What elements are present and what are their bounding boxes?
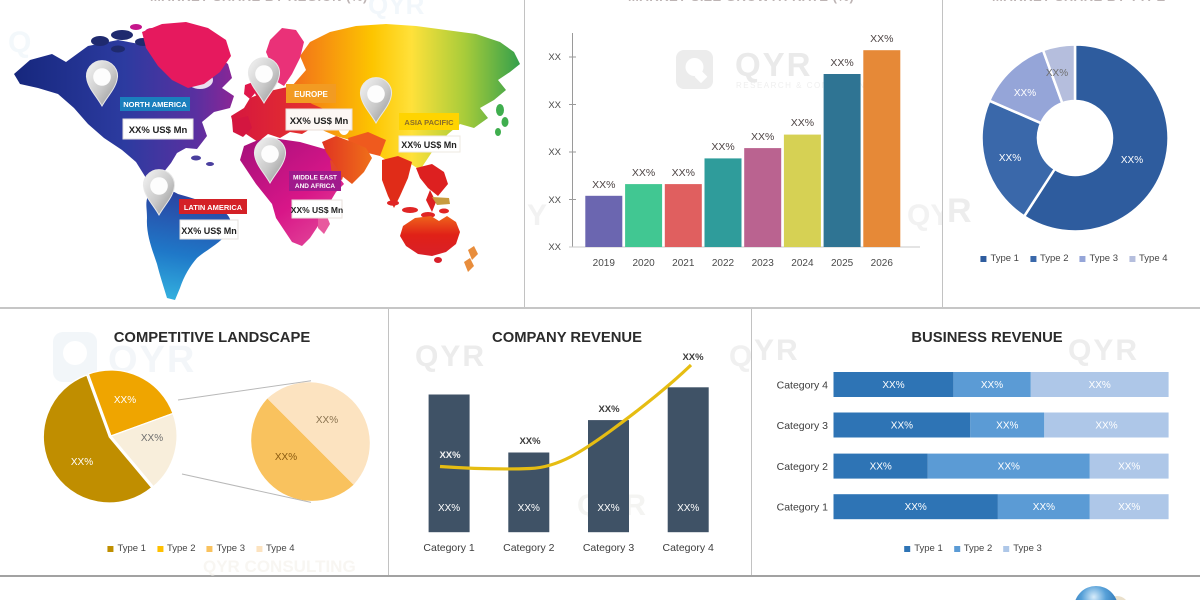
svg-text:XX%: XX% [1046, 68, 1068, 79]
svg-text:XX%: XX% [891, 421, 913, 432]
svg-text:XX%: XX% [981, 380, 1003, 391]
svg-text:XX%: XX% [597, 503, 619, 514]
svg-text:XX% US$ Mn: XX% US$ Mn [129, 125, 188, 136]
svg-text:Category 2: Category 2 [777, 461, 829, 473]
svg-text:XX%: XX% [711, 141, 734, 153]
svg-text:LATIN AMERICA: LATIN AMERICA [184, 203, 243, 212]
svg-text:XX%: XX% [999, 153, 1021, 164]
svg-text:2022: 2022 [712, 258, 735, 269]
svg-text:XX: XX [548, 147, 561, 158]
svg-text:XX%: XX% [1118, 462, 1140, 473]
svg-text:QYR: QYR [415, 340, 486, 373]
svg-text:XX%: XX% [1033, 502, 1055, 513]
svg-text:YR: YR [754, 334, 800, 367]
svg-text:2026: 2026 [871, 258, 894, 269]
svg-text:ASIA PACIFIC: ASIA PACIFIC [404, 118, 454, 127]
svg-text:XX%: XX% [751, 131, 774, 143]
svg-text:Category 1: Category 1 [777, 502, 829, 514]
svg-text:XX%: XX% [592, 179, 615, 191]
svg-text:XX%: XX% [870, 33, 893, 45]
svg-text:XX%: XX% [141, 433, 163, 444]
svg-text:2023: 2023 [752, 258, 775, 269]
svg-text:XX% US$ Mn: XX% US$ Mn [401, 140, 457, 150]
svg-text:XX%: XX% [870, 462, 892, 473]
svg-text:XX%: XX% [905, 502, 927, 513]
svg-text:EUROPE: EUROPE [294, 90, 328, 99]
svg-text:XX%: XX% [677, 503, 699, 514]
svg-text:XX%: XX% [882, 380, 904, 391]
svg-text:XX: XX [548, 195, 561, 206]
svg-text:XX% US$ Mn: XX% US$ Mn [291, 205, 343, 215]
svg-text:QYR: QYR [368, 0, 425, 20]
svg-text:Y: Y [527, 199, 547, 232]
svg-text:Category 3: Category 3 [583, 542, 635, 554]
svg-text:XX%: XX% [114, 395, 136, 406]
svg-text:XX%: XX% [1089, 380, 1111, 391]
svg-text:Category 2: Category 2 [503, 542, 555, 554]
svg-text:AND AFRICA: AND AFRICA [295, 183, 336, 190]
svg-text:XX%: XX% [519, 436, 541, 447]
svg-text:XX%: XX% [316, 415, 338, 426]
svg-text:2021: 2021 [672, 258, 695, 269]
svg-text:XX: XX [548, 242, 561, 253]
svg-text:XX: XX [548, 100, 561, 111]
svg-text:Category 3: Category 3 [777, 420, 829, 432]
svg-text:XX%: XX% [830, 57, 853, 69]
svg-text:Category 4: Category 4 [777, 380, 829, 392]
svg-text:XX%: XX% [1121, 155, 1143, 166]
svg-text:XX% US$ Mn: XX% US$ Mn [181, 226, 237, 236]
svg-text:XX%: XX% [598, 404, 620, 415]
svg-text:2019: 2019 [593, 258, 616, 269]
svg-text:XX: XX [548, 52, 561, 63]
svg-text:RESEARCH & CONSULTING: RESEARCH & CONSULTING [736, 81, 874, 90]
svg-text:XX%: XX% [518, 503, 540, 514]
svg-text:QYR CONSULTING: QYR CONSULTING [203, 557, 356, 576]
svg-text:2025: 2025 [831, 258, 854, 269]
svg-text:Category 4: Category 4 [663, 542, 715, 554]
svg-text:XX%: XX% [439, 450, 461, 461]
svg-text:XX%: XX% [998, 462, 1020, 473]
svg-text:XX% US$ Mn: XX% US$ Mn [290, 116, 349, 127]
svg-text:MIDDLE EAST: MIDDLE EAST [293, 175, 337, 182]
svg-text:XX%: XX% [682, 352, 704, 363]
svg-text:XX%: XX% [1014, 88, 1036, 99]
svg-text:XX%: XX% [1118, 502, 1140, 513]
svg-text:XX%: XX% [672, 167, 695, 179]
svg-text:XX%: XX% [791, 117, 814, 129]
svg-text:QY: QY [907, 199, 942, 232]
svg-text:XX%: XX% [438, 503, 460, 514]
svg-text:Category 1: Category 1 [423, 542, 475, 554]
svg-text:QYR: QYR [1068, 334, 1139, 367]
svg-text:XX%: XX% [996, 421, 1018, 432]
svg-text:XX%: XX% [632, 167, 655, 179]
svg-text:2020: 2020 [632, 258, 655, 269]
svg-text:Q: Q [729, 340, 751, 373]
svg-text:XX%: XX% [1095, 421, 1117, 432]
svg-text:QYR: QYR [735, 46, 813, 83]
svg-text:R: R [947, 192, 972, 230]
svg-text:XX%: XX% [275, 452, 297, 463]
svg-text:Q: Q [8, 26, 31, 59]
svg-text:NORTH AMERICA: NORTH AMERICA [123, 100, 187, 109]
svg-text:XX%: XX% [71, 457, 93, 468]
svg-text:2024: 2024 [791, 258, 814, 269]
